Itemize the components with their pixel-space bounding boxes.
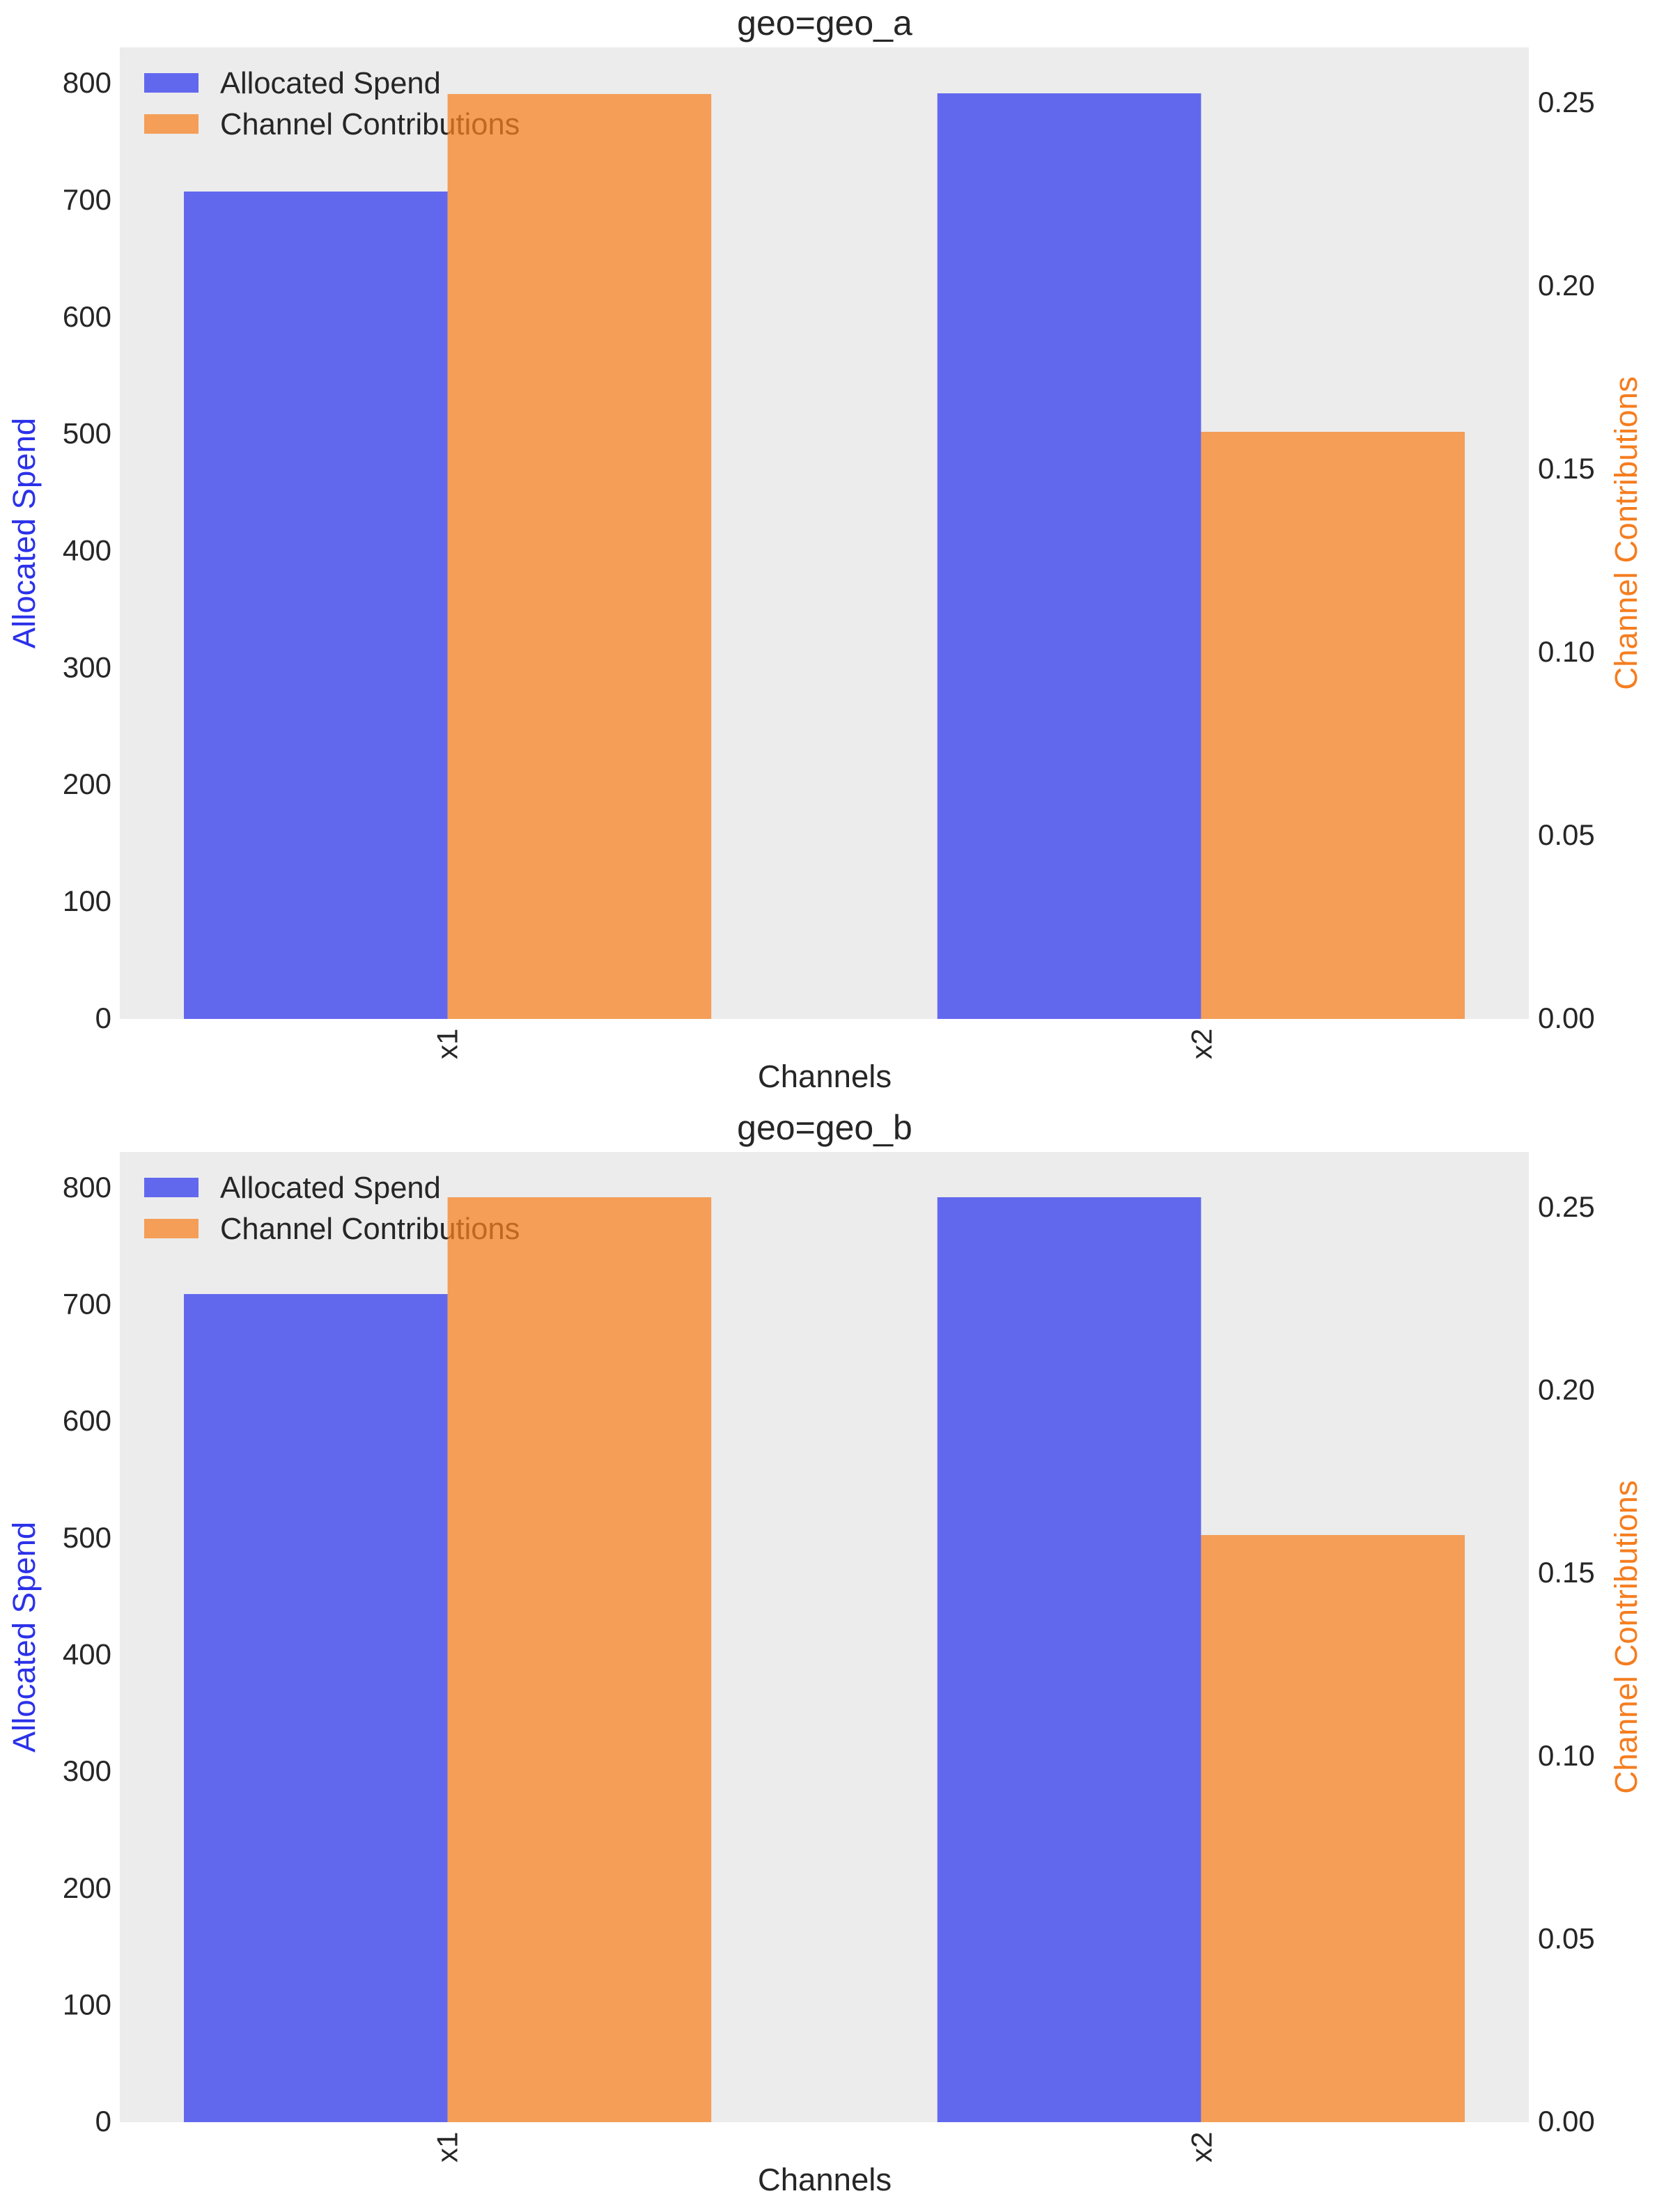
svg-text:300: 300 — [63, 651, 111, 683]
svg-text:100: 100 — [63, 1988, 111, 2020]
svg-text:0.25: 0.25 — [1538, 1190, 1595, 1223]
svg-text:0.05: 0.05 — [1538, 818, 1595, 851]
svg-text:0.00: 0.00 — [1538, 2105, 1595, 2137]
svg-text:0.05: 0.05 — [1538, 1922, 1595, 1954]
svg-text:Channels: Channels — [758, 1059, 892, 1094]
svg-text:500: 500 — [63, 1521, 111, 1554]
svg-text:0.10: 0.10 — [1538, 1739, 1595, 1772]
svg-text:x1: x1 — [431, 2132, 464, 2163]
svg-text:600: 600 — [63, 300, 111, 333]
svg-text:x1: x1 — [431, 1029, 464, 1059]
svg-text:500: 500 — [63, 417, 111, 450]
svg-text:0.20: 0.20 — [1538, 269, 1595, 302]
svg-text:200: 200 — [63, 1871, 111, 1904]
svg-text:100: 100 — [63, 885, 111, 917]
svg-text:800: 800 — [63, 1171, 111, 1204]
svg-text:Allocated Spend: Allocated Spend — [220, 1171, 441, 1205]
svg-text:300: 300 — [63, 1754, 111, 1787]
svg-text:Allocated Spend: Allocated Spend — [6, 1522, 42, 1752]
svg-text:700: 700 — [63, 1288, 111, 1321]
svg-text:0: 0 — [95, 1002, 111, 1034]
svg-text:0.20: 0.20 — [1538, 1373, 1595, 1406]
svg-text:x2: x2 — [1185, 2132, 1218, 2163]
svg-text:200: 200 — [63, 768, 111, 800]
svg-text:Channels: Channels — [758, 2162, 892, 2197]
svg-text:400: 400 — [63, 1638, 111, 1671]
svg-text:Allocated Spend: Allocated Spend — [220, 67, 441, 100]
svg-text:0: 0 — [95, 2105, 111, 2137]
svg-text:Channel Contributions: Channel Contributions — [1608, 1480, 1644, 1793]
svg-text:0.00: 0.00 — [1538, 1002, 1595, 1034]
svg-text:600: 600 — [63, 1404, 111, 1437]
svg-text:Channel Contributions: Channel Contributions — [1608, 376, 1644, 690]
svg-text:700: 700 — [63, 183, 111, 216]
svg-text:0.15: 0.15 — [1538, 452, 1595, 485]
svg-text:x2: x2 — [1185, 1029, 1218, 1059]
svg-text:geo=geo_b: geo=geo_b — [737, 1108, 912, 1147]
svg-text:0.25: 0.25 — [1538, 86, 1595, 118]
svg-text:Allocated Spend: Allocated Spend — [6, 418, 42, 648]
svg-text:geo=geo_a: geo=geo_a — [737, 3, 912, 42]
svg-text:0.15: 0.15 — [1538, 1556, 1595, 1589]
svg-text:0.10: 0.10 — [1538, 635, 1595, 668]
svg-text:400: 400 — [63, 534, 111, 567]
svg-text:800: 800 — [63, 66, 111, 99]
